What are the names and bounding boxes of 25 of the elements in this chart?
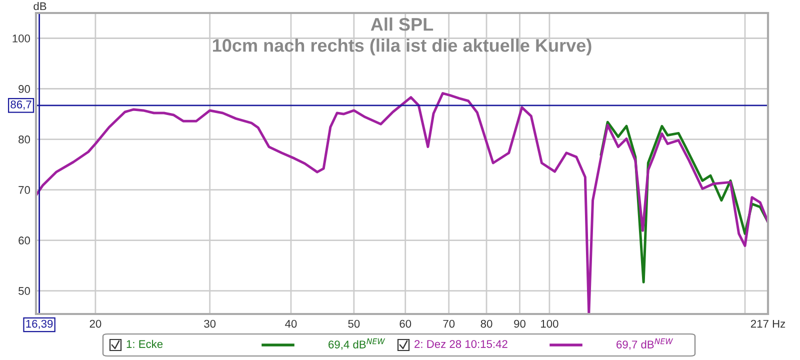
y-axis-title: dB bbox=[34, 2, 46, 10]
x-tick-label: 50 bbox=[348, 320, 360, 328]
text: 2: Dez 28 10:15:42 bbox=[414, 340, 508, 348]
x-tick-label: 217 Hz bbox=[750, 320, 786, 328]
ref-line-label: 86,7 bbox=[10, 100, 32, 110]
x-tick-label: 60 bbox=[400, 320, 412, 328]
x-tick-label: 100 bbox=[541, 320, 558, 328]
x-tick-label: 40 bbox=[285, 320, 297, 328]
x-tick-label: 30 bbox=[204, 320, 216, 328]
text: 1: Ecke bbox=[126, 340, 163, 348]
chart-title: All SPL bbox=[370, 18, 434, 31]
x-tick-label: 90 bbox=[514, 320, 526, 328]
text: 69,4 dB$^{NEW}$ bbox=[328, 338, 386, 350]
x-tick-label: 80 bbox=[480, 320, 492, 328]
y-tick-label: 90 bbox=[18, 85, 30, 93]
text: 69,7 dB$^{NEW}$ bbox=[616, 338, 674, 350]
x-tick-label: 20 bbox=[90, 320, 102, 328]
y-tick-label: 80 bbox=[18, 136, 30, 144]
y-tick-label: 100 bbox=[12, 34, 30, 42]
ref-line-label: 16,39 bbox=[26, 320, 53, 330]
y-tick-label: 60 bbox=[18, 236, 30, 244]
y-tick-label: 70 bbox=[18, 186, 30, 194]
text: 10cm nach rechts (lila ist die aktuelle Kurve) bbox=[212, 38, 592, 56]
x-tick-label: 70 bbox=[443, 320, 455, 328]
y-tick-label: 50 bbox=[18, 287, 30, 295]
